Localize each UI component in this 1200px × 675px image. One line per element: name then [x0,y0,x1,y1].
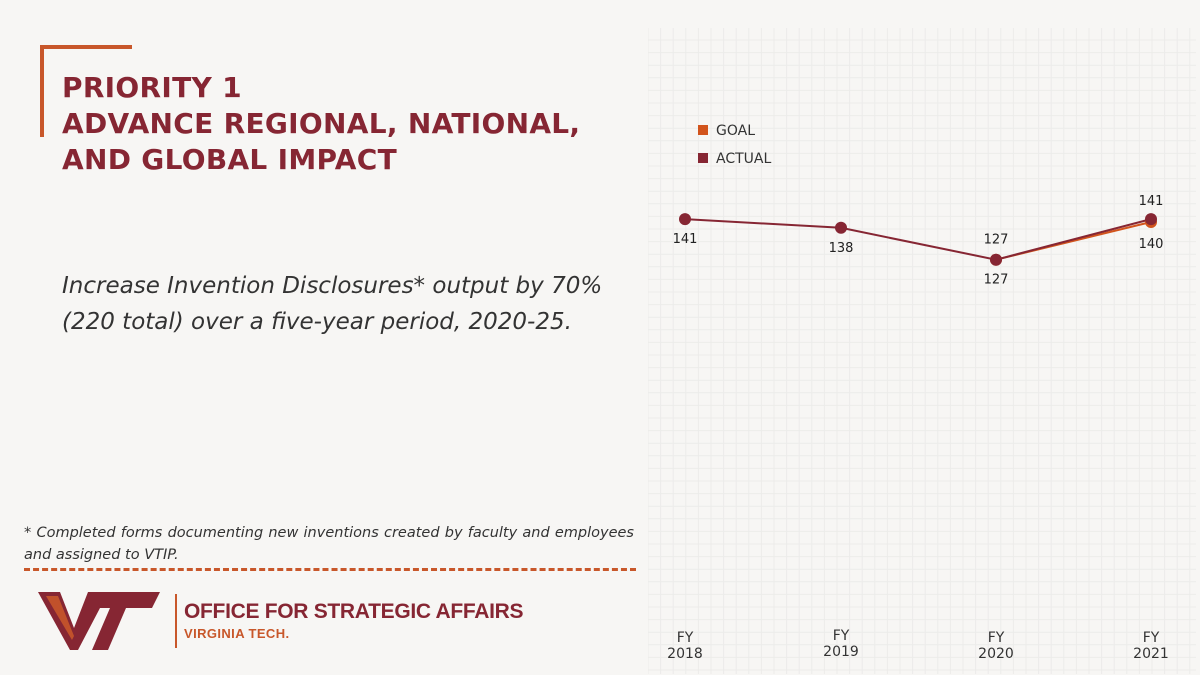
logo-office-name: OFFICE FOR STRATEGIC AFFAIRS [184,600,524,623]
legend-actual: ACTUAL [698,151,771,167]
series-line-actual [684,218,1152,261]
x-tick-label-line-1: FY [1143,630,1160,646]
data-label-actual: 141 [673,232,698,247]
title-line-1: PRIORITY 1 [62,71,242,104]
data-label-actual: 138 [829,241,854,256]
title-accent-vertical [40,45,44,137]
x-tick-label-line-2: 2019 [823,644,859,660]
x-tick-label-line-1: FY [833,628,850,644]
line-chart: 141 138 127 141 127 140 FY 2018 FY 2019 FY 2020 FY 2… [648,28,1196,674]
data-point-actual [1145,213,1157,226]
x-tick-label-line-2: 2020 [978,646,1014,662]
title-accent-horizontal [40,45,132,49]
data-label-goal: 127 [984,273,1009,288]
x-tick-label-line-2: 2021 [1133,646,1169,662]
dashed-divider [24,568,636,571]
logo-university-name: VIRGINIA TECH. [184,626,290,641]
vt-logo-icon [38,592,160,650]
legend-goal-swatch [698,125,708,135]
goal-statement: Increase Invention Disclosures* output b… [62,273,603,335]
legend-actual-swatch [698,153,708,163]
x-tick-label-line-1: FY [677,630,694,646]
data-label-actual: 141 [1139,194,1164,209]
data-point-actual [990,253,1002,266]
chart-series [679,213,1157,266]
title-line-2: ADVANCE REGIONAL, NATIONAL, [62,107,581,140]
legend-actual-label: ACTUAL [716,151,772,167]
legend-goal-label: GOAL [716,123,755,139]
legend-goal: GOAL [698,123,755,139]
x-tick-label-line-2: 2018 [667,646,703,662]
footnote: * Completed forms documenting new invent… [24,525,634,563]
data-label-goal: 140 [1139,237,1164,252]
title-line-3: AND GLOBAL IMPACT [62,143,397,176]
chart-grid [648,28,1196,674]
data-point-actual [835,221,847,234]
data-label-actual: 127 [984,233,1009,248]
x-tick-label-line-1: FY [988,630,1005,646]
chart-labels: 141 138 127 141 127 140 [673,194,1164,288]
page-title: PRIORITY 1 ADVANCE REGIONAL, NATIONAL, A… [62,70,580,178]
logo-divider [175,594,177,648]
data-point-actual [679,213,691,226]
